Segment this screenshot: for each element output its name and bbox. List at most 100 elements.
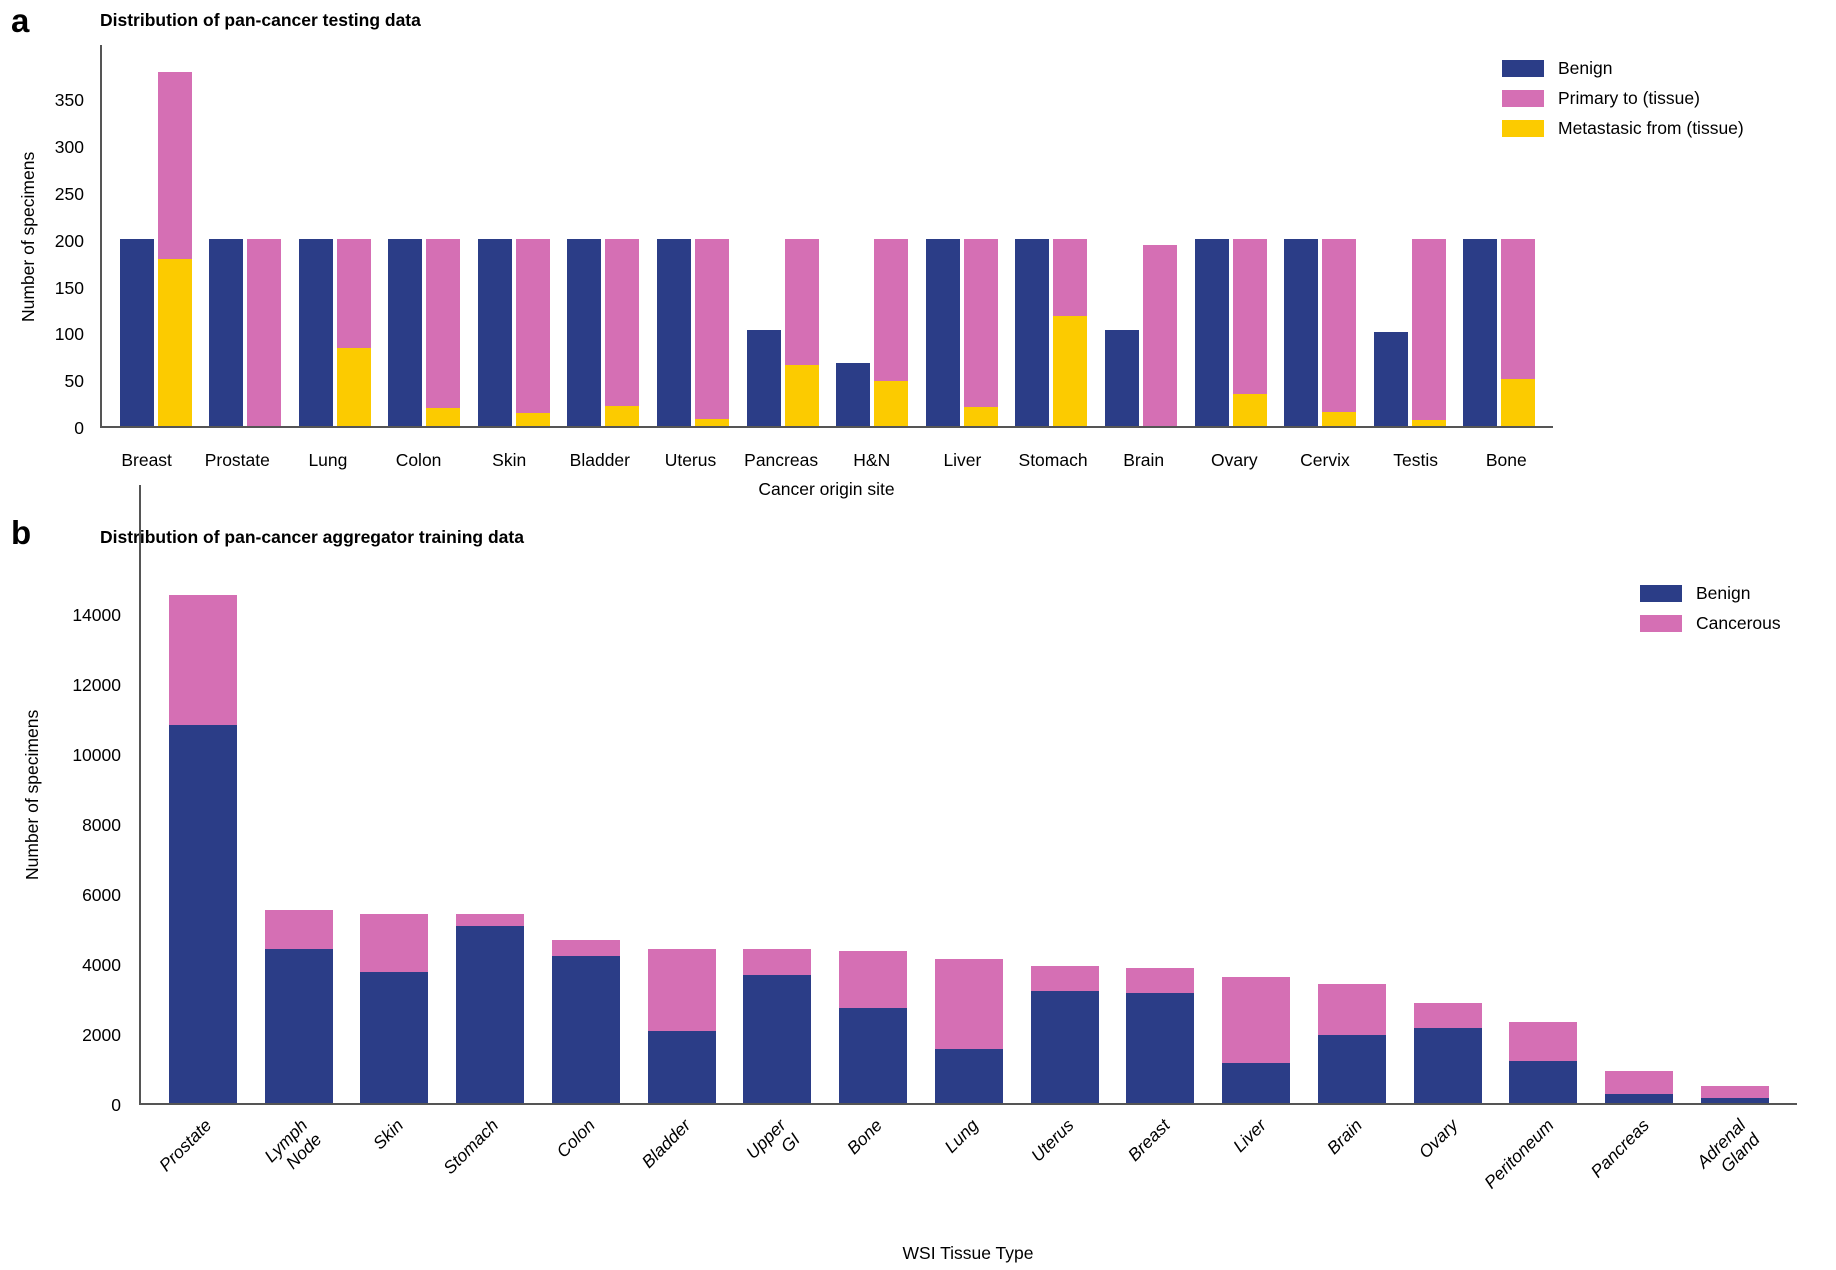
bar-benign-h-n [836,363,871,426]
segment-metastatic-skin [515,412,550,426]
segment-cancerous-bladder [647,948,716,1032]
bar-group-ovary [1194,45,1267,426]
bar-group-brain [1104,45,1177,426]
bar-benign-uterus [657,238,692,426]
x-tick-label-brain: Brain [1123,450,1165,470]
bar-group-cervix [1284,45,1357,426]
panel-a-x-axis-line [100,426,1553,428]
x-tick-label-prostate: Prostate [204,450,270,470]
metastatic-swatch [1502,120,1544,137]
bar-group-bladder [567,45,640,426]
segment-primary-stomach [1053,238,1088,316]
panel-b-y-ticks: 0 2000 4000 6000 8000 10000 12000 14000 [0,485,131,1115]
segment-benign-peritoneum [1509,1060,1578,1103]
bar-stacked-skin [515,238,550,426]
benign-swatch [1640,585,1682,602]
segment-cancerous-peritoneum [1509,1022,1578,1061]
primary-swatch [1502,90,1544,107]
segment-metastatic-h-n [874,381,909,426]
bar-benign-brain [1104,329,1139,426]
bar-benign-cervix [1284,238,1319,426]
panel-b-title: Distribution of pan-cancer aggregator tr… [100,527,524,547]
x-tick-label-ovary: Ovary [1210,450,1258,470]
bar-benign-liver [925,238,960,426]
segment-primary-ovary [1232,238,1267,395]
segment-cancerous-brain [1317,983,1386,1035]
segment-cancerous-prostate [168,595,237,725]
x-tick-label-pancreas: Pancreas [1586,1115,1654,1182]
segment-metastatic-breast [157,259,192,426]
benign-swatch [1502,60,1544,77]
bar-stacked-ovary [1232,238,1267,426]
segment-primary-cervix [1322,238,1357,412]
bar-brain [1317,983,1386,1103]
x-tick-label-skin: Skin [492,450,527,470]
bar-lung [934,959,1003,1103]
bar-group-stomach [1015,45,1088,426]
segment-primary-colon [426,238,461,409]
legend-item-primary: Primary to (tissue) [1502,88,1744,109]
x-tick-label-ovary: Ovary [1414,1115,1462,1163]
bar-stacked-bladder [605,238,640,426]
segment-cancerous-upper-gi [743,948,812,976]
y-tick-150: 150 [54,277,84,298]
x-tick-label-h-n: H&N [853,450,891,470]
segment-cancerous-skin [360,913,429,972]
y-tick-0: 0 [111,1095,121,1115]
bar-stacked-h-n [874,238,909,426]
segment-primary-pancreas [784,238,819,366]
segment-primary-liver [963,238,998,408]
bar-stacked-lung [336,238,371,426]
bar-adrenal-gland [1701,1085,1770,1103]
panel-b-bars [141,485,1797,1103]
x-tick-label-brain: Brain [1322,1115,1366,1159]
segment-primary-brain [1142,245,1177,426]
segment-benign-brain [1317,1034,1386,1103]
bar-group-pancreas [746,45,819,426]
x-tick-label-bladder: Bladder [569,450,630,470]
x-tick-label-lung: Lung [308,450,348,470]
bar-group-h-n [836,45,909,426]
x-tick-label-bone: Bone [843,1115,887,1159]
segment-primary-bladder [605,238,640,407]
panel-b-letter: b [11,514,32,551]
y-tick-10000: 10000 [72,744,121,765]
x-tick-label-lung: Lung [940,1115,983,1157]
bar-benign-breast [119,238,154,426]
segment-metastatic-liver [963,407,998,426]
bar-group-bone [1463,45,1536,426]
x-tick-label-breast: Breast [121,450,172,470]
legend-item-benign: Benign [1640,583,1781,604]
x-tick-label-stomach: Stomach [1018,450,1088,470]
y-tick-8000: 8000 [82,814,121,835]
legend-label-cancerous: Cancerous [1696,613,1781,633]
bar-skin [360,913,429,1103]
segment-benign-liver [1222,1062,1291,1103]
bar-stacked-breast [157,72,192,426]
segment-metastatic-pancreas [784,365,819,426]
segment-metastatic-uterus [695,418,730,426]
bar-bladder [647,948,716,1103]
y-tick-100: 100 [54,324,84,345]
bar-lymph-node [264,910,333,1103]
x-tick-label-upper-gi: Upper GI [742,1115,805,1163]
x-tick-label-peritoneum: Peritoneum [1479,1115,1558,1193]
segment-metastatic-lung [336,348,371,426]
segment-benign-ovary [1413,1027,1482,1103]
bar-benign-bladder [567,238,602,426]
segment-cancerous-lymph-node [264,910,333,949]
segment-benign-skin [360,971,429,1103]
segment-primary-skin [515,238,550,413]
segment-benign-stomach [456,926,525,1103]
panel-b-legend: Benign Cancerous [1640,583,1781,634]
bar-group-breast [119,45,192,426]
y-tick-350: 350 [54,90,84,111]
panel-a-x-axis-label: Cancer origin site [758,479,895,499]
x-tick-label-skin: Skin [368,1115,407,1154]
y-tick-0: 0 [74,418,84,438]
legend-label-metastatic: Metastasic from (tissue) [1558,118,1744,138]
bar-ovary [1413,1003,1482,1103]
bar-group-testis [1373,45,1446,426]
bar-bone [839,950,908,1103]
